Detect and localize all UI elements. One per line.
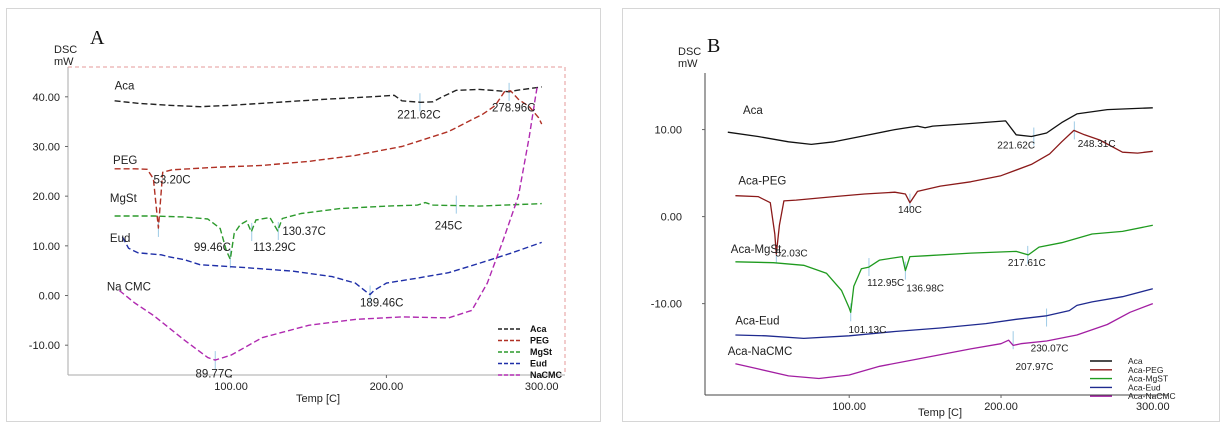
panel-b-curve-label: Aca-PEG [738, 175, 786, 187]
panel-a-ytick-label: 10.00 [32, 241, 60, 253]
panel-b-xtick-label: 100.00 [832, 401, 866, 413]
panel-b-legend-label: Aca [1128, 356, 1143, 366]
panel-a-legend-label: Eud [530, 359, 547, 369]
panel-b-series-line [735, 129, 1153, 255]
panel-b-peak-annotation: 207.97C [1016, 362, 1054, 373]
panel-b-curve-label: Aca-Eud [735, 316, 779, 328]
panel-b-xlabel: Temp [C] [918, 407, 962, 419]
panel-a-xlabel: Temp [C] [296, 393, 340, 405]
panel-a-xtick-label: 200.00 [370, 381, 404, 393]
panel-a-legend-label: MgSt [530, 347, 552, 357]
panel-b-legend-label: Aca-PEG [1128, 365, 1163, 375]
panel-b-legend-label: Aca-Eud [1128, 382, 1161, 392]
panel-b-peak-annotation: 52.03C [775, 249, 807, 260]
panel-a-series-line [114, 90, 543, 229]
panel-b-series-line [735, 302, 1154, 380]
panel-a-curve-label: Aca [115, 80, 135, 92]
panel-a-ylabel-dsc: DSC [54, 44, 77, 56]
panel-b-xtick-label: 200.00 [984, 401, 1018, 413]
panel-a-series-line [114, 201, 542, 260]
panel-a-peak-annotation: 130.37C [282, 226, 325, 238]
panel-b-frame [622, 8, 1220, 422]
panel-b-legend-label: Aca-MgST [1128, 374, 1168, 384]
panel-b-series-line [735, 288, 1153, 340]
panel-a-series-line [121, 236, 542, 296]
panel-a-peak-annotation: 89.77C [195, 368, 232, 380]
panel-b-ytick-label: -10.00 [651, 299, 682, 311]
panel-a-ytick-label: 0.00 [39, 291, 60, 303]
panel-a-xtick-label: 100.00 [214, 381, 248, 393]
panel-a-peak-annotation: 189.46C [360, 297, 403, 309]
panel-a-curve-label: MgSt [110, 193, 138, 205]
panel-b-letter: B [707, 35, 720, 57]
panel-b-series-line [735, 224, 1153, 313]
panel-a-legend-label: PEG [530, 336, 549, 346]
panel-b-legend-label: Aca-NaCMC [1128, 391, 1176, 401]
panel-b-peak-annotation: 248.31C [1078, 139, 1116, 150]
panel-b-ytick-label: 0.00 [661, 212, 682, 224]
panel-a-peak-annotation: 99.46C [194, 242, 231, 254]
panel-b-peak-annotation: 101.13C [849, 325, 887, 336]
panel-a-ytick-label: 20.00 [32, 191, 60, 203]
panel-b-curve-label: Aca [743, 105, 763, 117]
panel-a-letter: A [90, 27, 105, 49]
panel-a-ytick-label: 30.00 [32, 141, 60, 153]
panel-b-curve-label: Aca-MgSt [731, 244, 782, 256]
panel-b-ylabel-dsc: DSC [678, 46, 701, 58]
panel-a-ylabel-unit: mW [54, 56, 74, 68]
panel-a-peak-annotation: 221.62C [397, 110, 440, 122]
panel-a-xtick-label: 300.00 [525, 381, 559, 393]
panel-b-peak-annotation: 112.95C [867, 278, 904, 289]
panel-a-legend-label: Aca [530, 324, 548, 334]
panel-a-peak-annotation: 113.29C [253, 242, 296, 254]
panel-b-series-line [727, 107, 1153, 146]
panel-b-peak-annotation: 221.62C [997, 141, 1035, 152]
panel-a-peak-annotation: 53.20C [154, 175, 191, 187]
panel-a-curve-label: PEG [113, 155, 137, 167]
panel-b-xtick-label: 300.00 [1136, 401, 1170, 413]
panel-a-series-line [118, 85, 540, 361]
panel-b-ytick-label: 10.00 [654, 125, 682, 137]
panel-a-peak-annotation: 245C [435, 220, 463, 232]
panel-b-peak-annotation: 230.07C [1031, 343, 1069, 354]
panel-b-peak-annotation: 217.61C [1008, 258, 1046, 269]
panel-a-ytick-label: 40.00 [32, 92, 60, 104]
panel-a-curve-label: Eud [110, 233, 130, 245]
panel-a-ytick-label: -10.00 [29, 340, 60, 352]
panel-b-peak-annotation: 140C [898, 205, 922, 216]
panel-a-legend-label: NaCMC [530, 370, 563, 380]
panel-a-curve-label: Na CMC [107, 282, 151, 294]
panel-b-peak-annotation: 136.98C [906, 283, 944, 294]
panel-a-peak-annotation: 278.96C [492, 103, 535, 115]
panel-b-curve-label: Aca-NaCMC [728, 346, 793, 358]
panel-b-ylabel-unit: mW [678, 58, 698, 70]
panel-a-series-line [114, 86, 542, 108]
